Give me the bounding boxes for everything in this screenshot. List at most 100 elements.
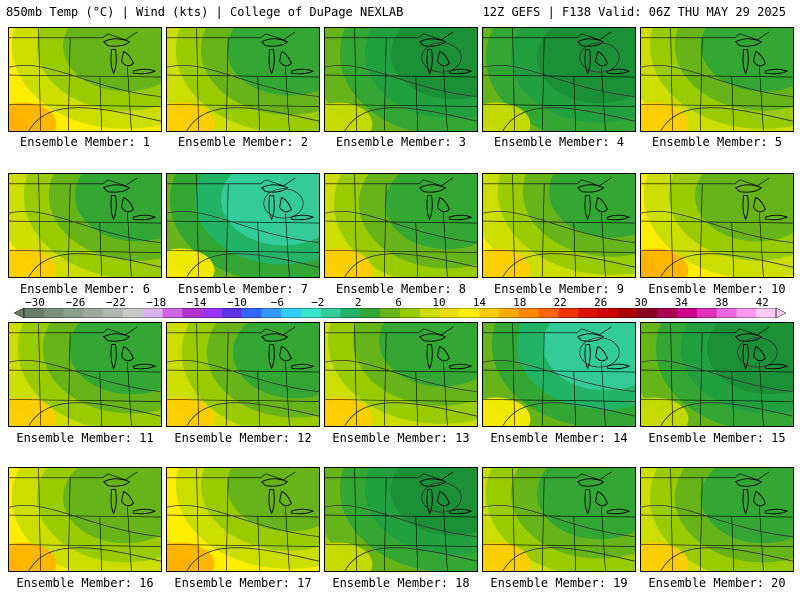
ensemble-map-panel [640, 173, 794, 278]
member-caption: Ensemble Member: 4 [493, 135, 625, 149]
member-caption: Ensemble Member: 1 [19, 135, 151, 149]
colorbar-swatch [479, 308, 500, 318]
colorbar-tick-label: 30 [634, 296, 648, 309]
colorbar-swatch [419, 308, 440, 318]
colorbar-tick-label: −10 [227, 296, 247, 309]
colorbar-swatch [320, 308, 341, 318]
colorbar-tick-label: −14 [186, 296, 207, 309]
temperature-field [641, 28, 793, 131]
colorbar-swatch [716, 308, 737, 318]
colorbar-swatch [360, 308, 381, 318]
colorbar-max-arrow [775, 308, 786, 318]
member-caption: Ensemble Member: 9 [493, 282, 625, 296]
colorbar-tick-label: 26 [593, 296, 608, 309]
ensemble-map-panel [640, 467, 794, 572]
ensemble-map-panel [166, 173, 320, 278]
colorbar-swatch [498, 308, 520, 318]
member-caption: Ensemble Member: 2 [177, 135, 309, 149]
member-caption: Ensemble Member: 16 [16, 576, 154, 590]
ensemble-map-panel [166, 467, 320, 572]
ensemble-map-panel [640, 322, 794, 427]
member-caption: Ensemble Member: 8 [335, 282, 467, 296]
member-caption: Ensemble Member: 12 [174, 431, 312, 445]
temperature-field [325, 28, 477, 131]
colorbar-tick-label: −6 [270, 296, 285, 309]
ensemble-map-panel [482, 322, 636, 427]
ensemble-map-panel [166, 322, 320, 427]
colorbar-swatch [63, 308, 84, 318]
temperature-field [483, 323, 635, 426]
colorbar-tick-label: −30 [25, 296, 45, 309]
member-caption: Ensemble Member: 17 [174, 576, 312, 590]
colorbar-swatch [439, 308, 460, 318]
colorbar-swatch [24, 308, 45, 318]
ensemble-map-panel [324, 173, 478, 278]
colorbar-swatch [380, 308, 401, 318]
temperature-field [325, 174, 477, 277]
ensemble-map-panel [8, 173, 162, 278]
member-caption: Ensemble Member: 18 [332, 576, 470, 590]
temperature-field [167, 323, 319, 426]
colorbar-swatch [677, 308, 698, 318]
colorbar-swatch [301, 308, 322, 318]
ensemble-map-panel [482, 467, 636, 572]
colorbar-swatch [221, 308, 242, 318]
ensemble-map-panel [8, 467, 162, 572]
colorbar-swatch [597, 308, 618, 318]
colorbar-swatch [122, 308, 144, 318]
colorbar-tick-label: 18 [513, 296, 527, 309]
ensemble-map-panel [640, 27, 794, 132]
colorbar-tick-label: 38 [715, 296, 729, 309]
colorbar-swatch [756, 308, 777, 318]
member-caption: Ensemble Member: 15 [648, 431, 786, 445]
colorbar-tick-label: −2 [311, 296, 325, 309]
ensemble-map-panel [482, 173, 636, 278]
member-caption: Ensemble Member: 14 [490, 431, 628, 445]
colorbar-swatch [103, 308, 124, 318]
colorbar-swatch [162, 308, 183, 318]
colorbar-tick-label: 6 [395, 296, 402, 309]
colorbar-swatch [340, 308, 361, 318]
temperature-field [9, 28, 161, 131]
ensemble-map-panel [166, 27, 320, 132]
temperature-field [483, 468, 635, 571]
colorbar-swatch [400, 308, 421, 318]
temperature-field [641, 323, 793, 426]
ensemble-map-panel [8, 322, 162, 427]
colorbar-swatch [281, 308, 302, 318]
temperature-field [325, 323, 477, 426]
colorbar-swatch [459, 308, 480, 318]
member-caption: Ensemble Member: 5 [651, 135, 783, 149]
colorbar-swatch [241, 308, 262, 318]
ensemble-map-panel [324, 322, 478, 427]
colorbar-tick-label: 42 [755, 296, 769, 309]
colorbar-tick-label: −18 [146, 296, 167, 309]
member-caption: Ensemble Member: 19 [490, 576, 628, 590]
colorbar-swatch [637, 308, 658, 318]
colorbar-swatch [617, 308, 638, 318]
colorbar-swatch [83, 308, 104, 318]
temperature-field [9, 323, 161, 426]
colorbar-tick-label: 22 [553, 296, 567, 309]
colorbar-tick-label: −22 [105, 296, 126, 309]
temperature-field [641, 174, 793, 277]
ensemble-map-panel [8, 27, 162, 132]
temperature-field [483, 174, 635, 277]
colorbar-swatch [182, 308, 203, 318]
member-caption: Ensemble Member: 3 [335, 135, 467, 149]
colorbar-min-arrow [14, 308, 25, 318]
temperature-field [167, 28, 319, 131]
member-caption: Ensemble Member: 13 [332, 431, 470, 445]
member-caption: Ensemble Member: 7 [177, 282, 309, 296]
colorbar-swatch [657, 308, 678, 318]
ensemble-map-panel [324, 467, 478, 572]
colorbar-swatch [736, 308, 757, 318]
member-caption: Ensemble Member: 10 [648, 282, 786, 296]
valid-time: 12Z GEFS | F138 Valid: 06Z THU MAY 29 20… [482, 5, 786, 19]
colorbar-swatch [261, 308, 282, 318]
temperature-field [167, 468, 319, 571]
colorbar-swatch [518, 308, 539, 318]
colorbar-swatch [43, 308, 64, 318]
ensemble-map-panel [324, 27, 478, 132]
colorbar-swatch [538, 308, 559, 318]
